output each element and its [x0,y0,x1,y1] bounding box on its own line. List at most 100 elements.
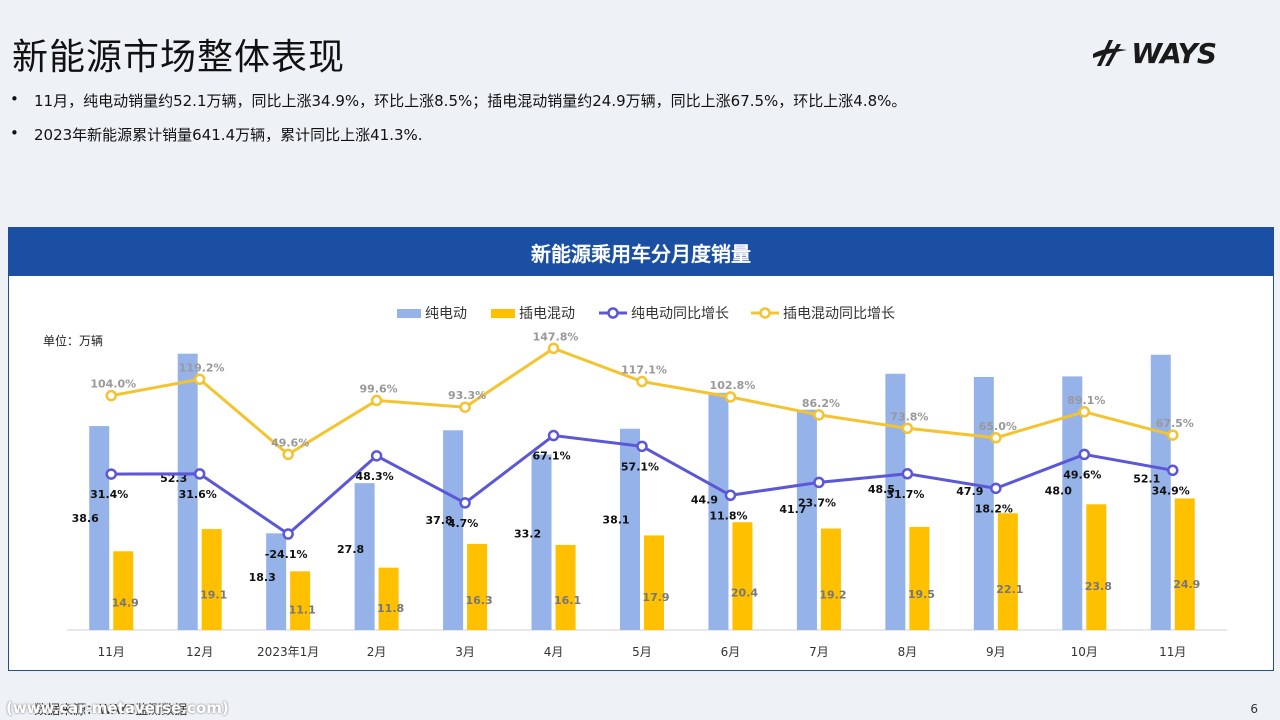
legend-swatch-纯电动 [397,309,421,318]
line-point-纯电动同比增长 [1167,464,1179,477]
line-data-label: 89.1% [1067,394,1105,407]
line-data-label: 93.3% [448,389,486,402]
line-data-label: 67.5% [1156,417,1194,430]
bar-纯电动 [620,428,640,630]
bar-data-label: 24.9 [1173,578,1200,591]
line-data-label: 117.1% [621,364,667,377]
url-watermark: (www.car-metaverse.com) [6,699,229,717]
bar-data-label: 19.5 [908,588,935,601]
bar-纯电动 [796,409,817,630]
bar-纯电动 [885,373,906,630]
line-point-插电混动同比增长 [1167,429,1179,441]
bar-data-label: 38.6 [72,512,99,525]
bar-data-label: 33.2 [514,528,541,541]
bar-插电混动 [378,567,399,630]
line-data-label: 49.6% [1063,468,1101,481]
line-point-插电混动同比增长 [1078,406,1091,418]
page-number: 6 [1250,702,1258,716]
line-point-纯电动同比增长 [1078,448,1091,461]
line-data-label: 147.8% [533,330,579,343]
line-data-label: 23.7% [798,496,836,509]
bar-插电混动 [997,513,1018,630]
line-data-label: 49.6% [271,436,309,449]
line-point-纯电动同比增长 [370,450,383,462]
line-point-插电混动同比增长 [724,391,737,403]
bar-插电混动 [467,543,488,630]
bar-纯电动 [354,483,375,630]
bar-data-label: 19.2 [819,588,846,601]
bar-data-label: 27.8 [337,543,364,556]
bullet-text: 11月，纯电动销量约52.1万辆，同比上涨34.9%，环比上涨8.5%；插电混动… [34,92,907,110]
line-data-label: 119.2% [179,361,225,374]
x-tick-label: 2月 [367,645,387,659]
x-tick-label: 11月 [1159,645,1186,659]
line-data-label: 31.7% [886,488,924,501]
line-point-插电混动同比增长 [901,422,914,435]
x-tick-label: 6月 [721,645,741,659]
line-data-label: 104.0% [90,378,136,391]
line-data-label: -24.1% [265,548,308,561]
line-point-纯电动同比增长 [724,489,737,502]
bar-data-label: 19.1 [200,589,227,602]
line-data-label: 11.8% [709,509,747,522]
bar-纯电动 [1150,354,1171,630]
bar-纯电动 [177,353,198,630]
x-tick-label: 4月 [544,645,564,659]
line-point-纯电动同比增长 [636,440,648,453]
line-point-纯电动同比增长 [547,429,560,442]
bar-插电混动 [1174,498,1195,630]
line-data-label: 65.0% [979,420,1017,433]
bar-插电混动 [909,526,930,630]
x-tick-label: 12月 [186,645,213,659]
bar-纯电动 [708,392,729,630]
data-source: 数据来源：WAYS监测数据 [34,703,188,718]
bar-纯电动 [973,376,994,630]
line-data-label: 31.4% [90,488,128,501]
bullet-text: 2023年新能源累计销量641.4万辆，累计同比上涨41.3%. [34,126,423,144]
bar-纯电动 [89,426,110,630]
bar-data-label: 16.3 [466,594,493,607]
bar-data-label: 41.7 [779,503,806,516]
bullet-item: • 11月，纯电动销量约52.1万辆，同比上涨34.9%，环比上涨8.5%；插电… [10,90,906,124]
bullet-dot: • [10,90,19,108]
x-tick-label: 2023年1月 [257,645,319,659]
bar-data-label: 47.9 [956,485,983,498]
bar-插电混动 [644,535,664,630]
bar-data-label: 16.1 [554,594,581,607]
line-data-label: 18.2% [975,502,1013,515]
line-point-纯电动同比增长 [813,476,825,489]
line-point-纯电动同比增长 [901,468,914,480]
line-point-纯电动同比增长 [282,528,294,540]
line-point-插电混动同比增长 [370,394,383,407]
bar-data-label: 44.9 [691,494,718,507]
bar-纯电动 [443,430,464,630]
line-data-label: 4.7% [448,517,479,530]
bar-data-label: 11.1 [289,603,316,616]
bar-data-label: 17.9 [642,591,669,604]
line-data-label: 31.6% [179,488,217,501]
x-tick-label: 11月 [98,645,125,659]
x-tick-label: 9月 [986,645,1006,659]
line-data-label: 86.2% [802,397,840,410]
legend-label: 纯电动同比增长 [631,306,729,322]
bar-data-label: 52.1 [1133,473,1160,486]
bar-插电混动 [732,522,753,630]
bar-data-label: 37.8 [426,514,453,527]
line-point-插电混动同比增长 [636,375,648,388]
sales-chart: 单位：万辆 纯电动 插电混动 纯电动同比增长 插电混动同比增长 38.6 14.9 11月 52… [43,306,1227,659]
line-data-label: 48.3% [356,470,394,483]
x-tick-label: 8月 [898,645,918,659]
page-title: 新能源市场整体表现 [12,37,346,78]
bar-插电混动 [1086,504,1107,630]
line-point-纯电动同比增长 [105,468,117,480]
legend-label: 插电混动 [519,306,575,322]
line-data-label: 67.1% [532,450,570,463]
line-data-label: 34.9% [1152,484,1190,497]
line-data-label: 102.8% [710,379,756,392]
unit-label: 单位：万辆 [43,333,103,348]
summary-bullets: • 11月，纯电动销量约52.1万辆，同比上涨34.9%，环比上涨8.5%；插电… [10,90,906,158]
bar-插电混动 [820,528,841,630]
bar-data-label: 38.1 [602,513,629,526]
bullet-item: • 2023年新能源累计销量641.4万辆，累计同比上涨41.3%. [10,124,906,158]
x-tick-label: 3月 [455,645,475,659]
